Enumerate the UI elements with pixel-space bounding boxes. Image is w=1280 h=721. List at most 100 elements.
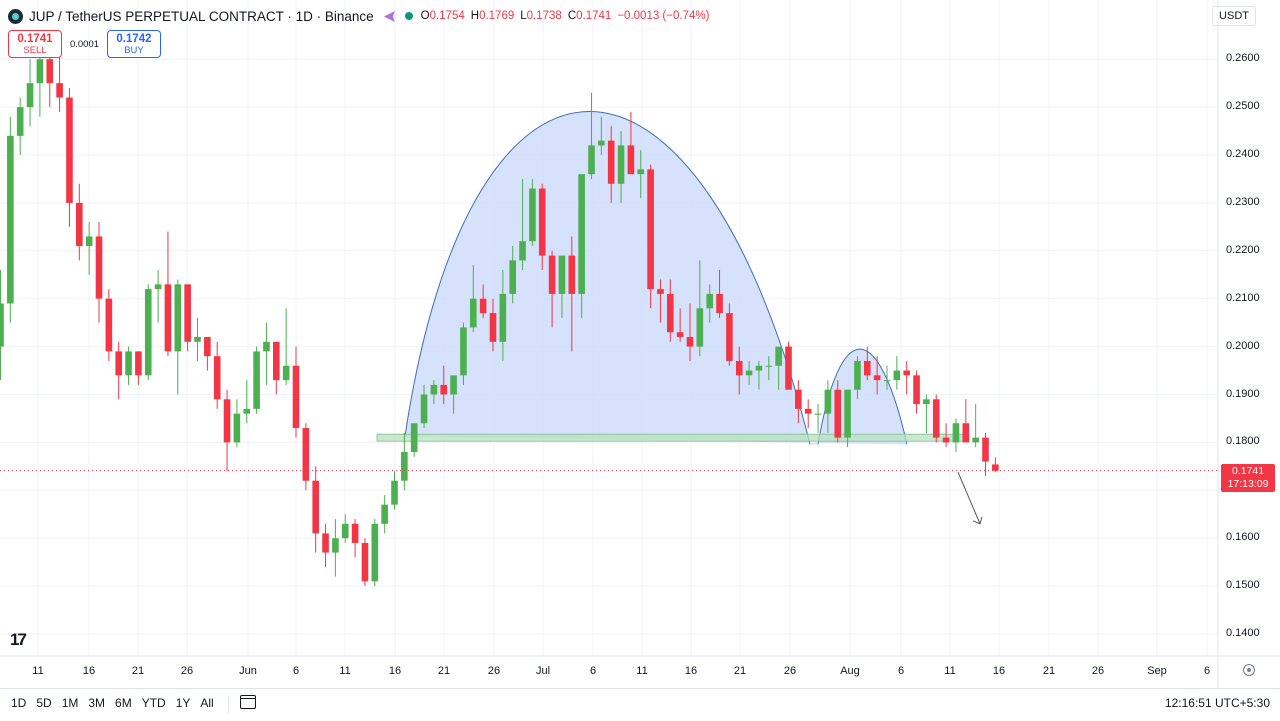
range-1d-button[interactable]: 1D xyxy=(11,696,27,710)
bottom-toolbar: 1D 5D 1M 3M 6M YTD 1Y All 12:16:51 UTC+5:30 xyxy=(0,688,1280,721)
candle-body xyxy=(903,370,910,376)
range-6m-button[interactable]: 6M xyxy=(115,696,132,710)
candle-body xyxy=(942,437,950,443)
candle-body xyxy=(568,255,576,294)
candle-body xyxy=(164,284,172,352)
range-1y-button[interactable]: 1Y xyxy=(175,696,191,710)
x-tick-label: 26 xyxy=(783,665,797,677)
x-tick-label: 16 xyxy=(684,665,698,677)
currency-selector[interactable]: USDT xyxy=(1212,6,1256,26)
candle-body xyxy=(16,107,24,136)
candle-body xyxy=(932,399,940,438)
bar-countdown: 17:13:09 xyxy=(1227,478,1269,490)
divider xyxy=(228,697,229,713)
candle-body xyxy=(312,480,319,534)
tradingview-logo[interactable]: 17 xyxy=(10,630,27,649)
candle-body xyxy=(430,384,438,395)
candle-body xyxy=(144,289,152,376)
candle-body xyxy=(607,140,615,184)
candle-body xyxy=(243,408,251,414)
candle-body xyxy=(854,360,861,390)
candle-body xyxy=(637,169,645,175)
candle-body xyxy=(962,423,970,443)
candle-body xyxy=(834,389,842,438)
y-tick-label: 0.1500 xyxy=(1226,579,1260,592)
candle-body xyxy=(972,437,979,443)
y-tick-label: 0.2600 xyxy=(1226,52,1260,65)
candle-body xyxy=(676,332,684,338)
candle-body xyxy=(341,523,349,539)
candle-body xyxy=(883,380,891,382)
y-tick-label: 0.2000 xyxy=(1226,339,1260,352)
large-dome-curve xyxy=(404,110,811,445)
symbol-logo-icon xyxy=(8,8,23,24)
last-price: 0.1741 xyxy=(1231,465,1265,477)
candle-body xyxy=(657,289,664,294)
candle-body xyxy=(115,351,122,376)
range-all-button[interactable]: All xyxy=(200,696,214,710)
candle-body xyxy=(292,365,300,429)
candle-body xyxy=(36,59,44,84)
sell-button[interactable]: 0.1741 SELL xyxy=(8,30,62,58)
candle-body xyxy=(204,337,211,357)
x-tick-label: Jul xyxy=(535,665,551,677)
x-tick-label: Aug xyxy=(840,665,860,677)
gear-icon[interactable] xyxy=(1243,664,1255,676)
candle-body xyxy=(489,313,497,342)
candle-body xyxy=(273,341,280,381)
candle-body xyxy=(952,423,960,443)
range-1m-button[interactable]: 1M xyxy=(61,696,79,710)
chart-header: JUP / TetherUS PERPETUAL CONTRACT · 1D ·… xyxy=(8,6,709,26)
candle-body xyxy=(125,351,132,376)
candle-body xyxy=(381,504,388,524)
range-5d-button[interactable]: 5D xyxy=(36,696,52,710)
candle-body xyxy=(775,346,782,366)
clock[interactable]: 12:16:51 UTC+5:30 xyxy=(1164,696,1270,710)
candle-body xyxy=(26,83,34,108)
candle-body xyxy=(105,298,113,352)
range-ytd-button[interactable]: YTD xyxy=(141,696,166,710)
x-tick-label: 16 xyxy=(388,665,402,677)
candle-body xyxy=(558,255,566,294)
candle-body xyxy=(667,293,674,333)
candle-body xyxy=(726,313,733,361)
x-tick-label: 6 xyxy=(897,665,905,677)
candle-body xyxy=(864,360,871,376)
candle-body xyxy=(479,298,487,314)
x-tick-label: Jun xyxy=(239,665,257,677)
candle-body xyxy=(7,135,14,304)
candle-body xyxy=(598,140,605,146)
spread-value: 0.0001 xyxy=(69,38,100,50)
pattern-fill xyxy=(405,111,907,445)
x-tick-label: 21 xyxy=(1042,665,1056,677)
calendar-icon[interactable] xyxy=(240,695,256,709)
buy-button[interactable]: 0.1742 BUY xyxy=(107,30,161,58)
candle-body xyxy=(154,284,162,290)
candle-body xyxy=(804,408,812,414)
ohlc-values: O0.1754 H0.1769 L0.1738 C0.1741 −0.0013 … xyxy=(420,10,710,22)
candle-body xyxy=(194,337,201,342)
candle-body xyxy=(617,145,625,184)
price-chart[interactable] xyxy=(0,0,1280,688)
x-tick-label: 26 xyxy=(1091,665,1105,677)
candle-body xyxy=(440,384,448,395)
candle-body xyxy=(814,413,822,415)
projection-arrow xyxy=(957,471,981,525)
candle-body xyxy=(706,293,713,309)
x-tick-label: 11 xyxy=(32,665,44,677)
flag-icon[interactable] xyxy=(384,11,395,22)
candle-body xyxy=(696,308,704,347)
x-tick-label: 21 xyxy=(131,665,145,677)
candle-body xyxy=(76,202,83,247)
trade-buttons: 0.1741 SELL 0.0001 0.1742 BUY xyxy=(8,30,161,58)
candle-body xyxy=(745,370,753,376)
range-3m-button[interactable]: 3M xyxy=(88,696,106,710)
candle-body xyxy=(844,389,851,438)
x-tick-label: 6 xyxy=(292,665,300,677)
y-tick-label: 0.2100 xyxy=(1226,291,1260,304)
candle-body xyxy=(66,97,73,203)
x-tick-label: 11 xyxy=(339,665,351,677)
candle-body xyxy=(509,260,516,294)
symbol-title[interactable]: JUP / TetherUS PERPETUAL CONTRACT · 1D ·… xyxy=(29,8,374,24)
candle-body xyxy=(302,428,310,481)
